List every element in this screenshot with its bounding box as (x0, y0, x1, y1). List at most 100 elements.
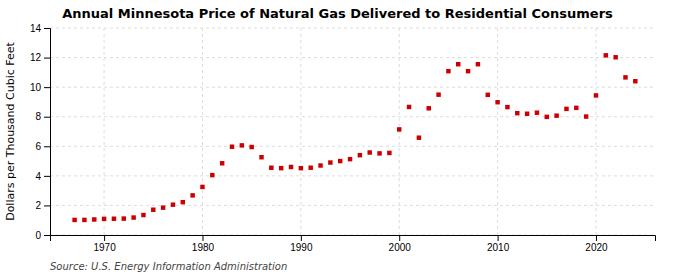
point (446, 69, 450, 73)
point (594, 93, 598, 97)
point (574, 106, 578, 110)
point (564, 107, 568, 111)
tick-mark (399, 235, 400, 241)
point (181, 200, 185, 204)
point (525, 112, 529, 116)
y-axis-tick: 4 (35, 171, 50, 182)
title: Annual Minnesota Price of Natural Gas De… (62, 6, 613, 21)
grid-line (595, 28, 596, 235)
tick-label: 8 (35, 111, 41, 122)
x-axis-tick: 1980 (192, 235, 215, 253)
x-axis-tick: 2000 (389, 235, 412, 253)
point (122, 216, 126, 220)
tick-label: 2 (35, 200, 41, 211)
grid-line (50, 116, 655, 117)
tick-label: 1980 (192, 242, 215, 253)
point (259, 155, 263, 159)
y-axis-tick: 8 (35, 111, 50, 122)
point (476, 62, 480, 66)
x-axis-tick: 2020 (585, 235, 608, 253)
tick-mark (104, 235, 105, 241)
point (495, 100, 499, 104)
tick-mark (202, 235, 203, 241)
y-axis-tick: 14 (30, 23, 50, 34)
tick-label: 2010 (487, 242, 510, 253)
point (308, 165, 312, 169)
y-axis-line (44, 29, 51, 236)
point (358, 153, 362, 157)
y-axis: 0 2 4 6 8 10 12 14 (30, 23, 51, 241)
point (112, 216, 116, 220)
tick-mark (44, 146, 50, 147)
point (171, 202, 175, 206)
tick-label: 0 (35, 230, 41, 241)
tick-mark (301, 235, 302, 241)
point (417, 135, 421, 139)
tick-label: 4 (35, 171, 41, 182)
tick-mark (44, 28, 50, 29)
tick-mark (44, 117, 50, 118)
point (387, 151, 391, 155)
tick-mark (44, 87, 50, 88)
tick-label: 6 (35, 141, 41, 152)
point (289, 165, 293, 169)
point (249, 145, 253, 149)
point (92, 217, 96, 221)
point (131, 215, 135, 219)
x-axis-tick: 2010 (487, 235, 510, 253)
point (200, 185, 204, 189)
point (318, 163, 322, 167)
grid-line (300, 28, 301, 235)
grid-line (202, 28, 203, 235)
tick-label: 14 (30, 23, 42, 34)
point (338, 159, 342, 163)
point (72, 218, 76, 222)
point (584, 114, 588, 118)
point (102, 217, 106, 221)
grid-line (50, 175, 655, 176)
point (82, 218, 86, 222)
y-axis-tick: 6 (35, 141, 50, 152)
point (466, 69, 470, 73)
tick-label: 2000 (389, 242, 412, 253)
source-note: Source: U.S. Energy Information Administ… (50, 261, 287, 272)
grid-line (50, 28, 655, 29)
point (151, 207, 155, 211)
point (456, 62, 460, 66)
tick-mark (44, 58, 50, 59)
tick-label: 1990 (290, 242, 313, 253)
grid-line (497, 28, 498, 235)
point (220, 161, 224, 165)
point (377, 151, 381, 155)
grid (50, 28, 655, 235)
tick-mark (44, 176, 50, 177)
point (505, 105, 509, 109)
y-axis-title: Dollars per Thousand Cubic Feet (4, 41, 17, 220)
y-axis-tick: 0 (35, 230, 50, 241)
tick-mark (44, 235, 50, 236)
y-axis-tick: 2 (35, 200, 50, 211)
y-axis-tick: 10 (30, 82, 50, 93)
tick-mark (44, 205, 50, 206)
point (633, 79, 637, 83)
y-axis-tick: 12 (30, 52, 50, 63)
tick-label: 12 (30, 52, 42, 63)
points (72, 53, 637, 222)
point (190, 193, 194, 197)
x-axis-line (51, 236, 656, 242)
point (623, 75, 627, 79)
point (613, 55, 617, 59)
point (328, 160, 332, 164)
point (436, 92, 440, 96)
point (269, 165, 273, 169)
grid-line (50, 87, 655, 88)
point (141, 213, 145, 217)
point (604, 53, 608, 57)
point (486, 93, 490, 97)
tick-label: 2020 (585, 242, 608, 253)
point (161, 205, 165, 209)
point (407, 105, 411, 109)
point (397, 127, 401, 131)
chart: 19701980199020002010202002468101214Annua… (0, 0, 675, 275)
point (299, 166, 303, 170)
